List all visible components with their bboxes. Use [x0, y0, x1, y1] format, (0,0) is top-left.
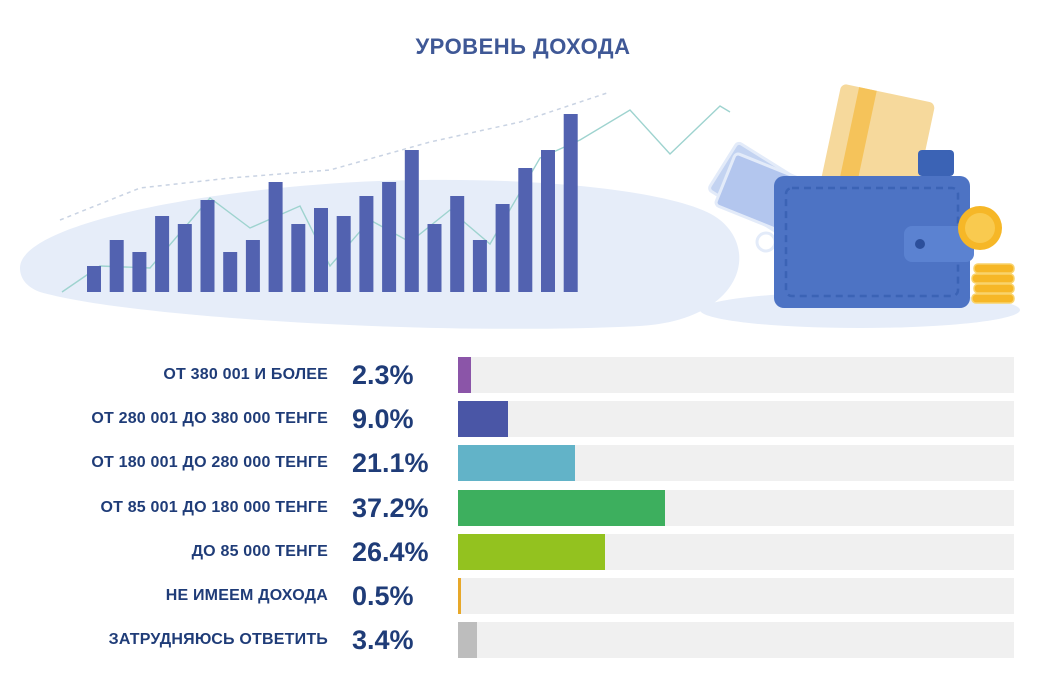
bar — [458, 357, 471, 393]
category-label: ОТ 280 001 ДО 380 000 ТЕНГЕ — [91, 410, 328, 428]
illustration-bar — [268, 182, 283, 292]
illustration-bar — [427, 224, 442, 292]
illustration-bar — [382, 182, 397, 292]
value-label: 3.4% — [352, 625, 414, 656]
category-label: НЕ ИМЕЕМ ДОХОДА — [165, 587, 328, 604]
illustration-bar — [132, 252, 147, 292]
bar — [458, 445, 576, 482]
coin-stack-icon — [958, 206, 1015, 304]
value-label: 0.5% — [352, 581, 414, 611]
value-label: 9.0% — [352, 404, 414, 435]
category-label: ЗАТРУДНЯЮСЬ ОТВЕТИТЬ — [108, 631, 328, 649]
bar — [458, 622, 477, 659]
illustration-bar — [359, 196, 374, 292]
illustration-bar — [541, 150, 555, 292]
category-label: ОТ 180 001 ДО 280 000 ТЕНГЕ — [91, 454, 328, 472]
bar-track — [458, 401, 1014, 438]
bar-track — [458, 489, 1014, 526]
category-label: ДО 85 000 ТЕНГЕ — [191, 542, 328, 560]
bar — [458, 401, 509, 438]
illustration-bars — [87, 114, 578, 292]
illustration-bar — [87, 266, 101, 292]
bar-track — [458, 578, 1014, 614]
illustration-bar — [336, 216, 351, 292]
illustration-bar — [472, 240, 487, 292]
illustration-bar — [291, 224, 306, 292]
chart-title: УРОВЕНЬ ДОХОДА — [415, 34, 631, 59]
illustration-background — [20, 179, 740, 329]
value-label: 26.4% — [352, 536, 429, 567]
bar — [458, 578, 461, 614]
illustration-bar — [245, 240, 260, 292]
illustration-bar — [109, 240, 124, 292]
income-illustration — [20, 84, 1020, 329]
bar-track — [458, 357, 1014, 393]
illustration-bar — [223, 252, 238, 292]
illustration-bar — [200, 200, 215, 292]
illustration-bar — [404, 150, 419, 292]
illustration-bar — [314, 208, 328, 292]
illustration-bar — [177, 224, 192, 292]
illustration-bar — [563, 114, 578, 292]
illustration-bar — [155, 216, 170, 292]
illustration-bar — [450, 196, 465, 292]
bar-track — [458, 533, 1014, 570]
bar — [458, 533, 605, 570]
value-label: 37.2% — [352, 492, 429, 523]
category-label: ОТ 85 001 ДО 180 000 ТЕНГЕ — [100, 498, 328, 516]
illustration-bar — [495, 204, 510, 292]
value-label: 2.3% — [352, 360, 414, 390]
category-label: ОТ 380 001 И БОЛЕЕ — [163, 366, 328, 383]
value-label: 21.1% — [352, 448, 429, 479]
bar-track — [458, 445, 1014, 482]
illustration-bar — [518, 168, 533, 292]
bar-track — [458, 622, 1014, 659]
wallet-icon — [774, 150, 974, 308]
bar — [458, 489, 665, 526]
trend-line-dashed — [59, 91, 611, 221]
